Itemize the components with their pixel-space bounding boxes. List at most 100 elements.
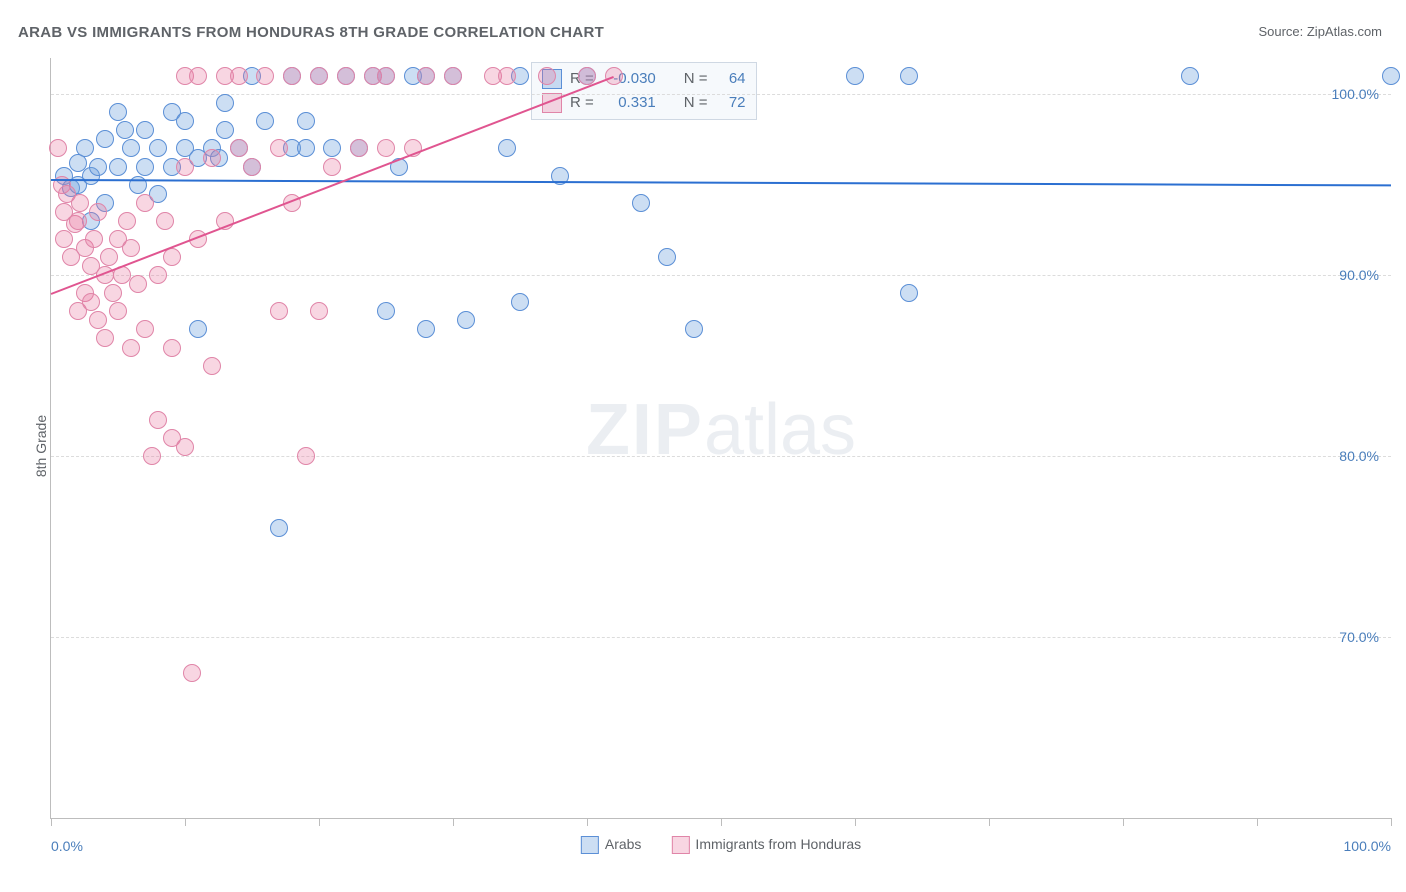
- gridline: [51, 275, 1391, 276]
- stats-row: R =-0.030N =64: [542, 67, 746, 91]
- data-point: [846, 67, 864, 85]
- chart-title: ARAB VS IMMIGRANTS FROM HONDURAS 8TH GRA…: [18, 24, 604, 41]
- x-tick: [1391, 818, 1392, 826]
- data-point: [323, 139, 341, 157]
- data-point: [118, 212, 136, 230]
- trend-line: [51, 179, 1391, 186]
- data-point: [216, 94, 234, 112]
- data-point: [310, 302, 328, 320]
- data-point: [100, 248, 118, 266]
- x-tick: [855, 818, 856, 826]
- data-point: [297, 112, 315, 130]
- data-point: [297, 447, 315, 465]
- y-tick-label: 100.0%: [1332, 86, 1379, 102]
- data-point: [189, 320, 207, 338]
- data-point: [85, 230, 103, 248]
- data-point: [377, 67, 395, 85]
- data-point: [377, 302, 395, 320]
- watermark-bold: ZIP: [586, 390, 704, 470]
- data-point: [183, 664, 201, 682]
- data-point: [417, 320, 435, 338]
- legend-swatch: [581, 836, 599, 854]
- data-point: [498, 67, 516, 85]
- data-point: [417, 67, 435, 85]
- data-point: [129, 275, 147, 293]
- data-point: [350, 139, 368, 157]
- data-point: [230, 67, 248, 85]
- data-point: [136, 121, 154, 139]
- data-point: [323, 158, 341, 176]
- data-point: [176, 438, 194, 456]
- y-tick-label: 70.0%: [1339, 629, 1379, 645]
- data-point: [122, 239, 140, 257]
- data-point: [136, 320, 154, 338]
- watermark-light: atlas: [704, 390, 856, 470]
- gridline: [51, 637, 1391, 638]
- data-point: [136, 158, 154, 176]
- data-point: [203, 149, 221, 167]
- data-point: [1181, 67, 1199, 85]
- legend-label: Immigrants from Honduras: [695, 836, 861, 852]
- plot-area: ZIPatlas R =-0.030N =64R =0.331N =72 Ara…: [50, 58, 1391, 819]
- y-tick-label: 80.0%: [1339, 448, 1379, 464]
- data-point: [1382, 67, 1400, 85]
- data-point: [310, 67, 328, 85]
- data-point: [143, 447, 161, 465]
- data-point: [122, 339, 140, 357]
- stats-n-value: 64: [716, 67, 746, 91]
- data-point: [49, 139, 67, 157]
- data-point: [156, 212, 174, 230]
- data-point: [216, 121, 234, 139]
- gridline: [51, 94, 1391, 95]
- data-point: [900, 67, 918, 85]
- x-tick: [587, 818, 588, 826]
- data-point: [203, 357, 221, 375]
- data-point: [82, 293, 100, 311]
- data-point: [685, 320, 703, 338]
- data-point: [89, 311, 107, 329]
- y-axis-label: 8th Grade: [33, 415, 49, 477]
- data-point: [176, 158, 194, 176]
- data-point: [337, 67, 355, 85]
- data-point: [163, 339, 181, 357]
- data-point: [256, 67, 274, 85]
- source-label: Source: ZipAtlas.com: [1258, 24, 1382, 39]
- data-point: [270, 302, 288, 320]
- data-point: [230, 139, 248, 157]
- data-point: [122, 139, 140, 157]
- x-tick: [1123, 818, 1124, 826]
- data-point: [69, 212, 87, 230]
- x-tick: [185, 818, 186, 826]
- legend-item: Immigrants from Honduras: [671, 836, 861, 854]
- stats-box: R =-0.030N =64R =0.331N =72: [531, 62, 757, 120]
- data-point: [243, 158, 261, 176]
- data-point: [116, 121, 134, 139]
- data-point: [256, 112, 274, 130]
- data-point: [457, 311, 475, 329]
- x-tick: [1257, 818, 1258, 826]
- data-point: [96, 130, 114, 148]
- data-point: [377, 139, 395, 157]
- data-point: [270, 139, 288, 157]
- data-point: [444, 67, 462, 85]
- data-point: [109, 103, 127, 121]
- legend-item: Arabs: [581, 836, 642, 854]
- watermark: ZIPatlas: [586, 389, 856, 471]
- data-point: [149, 411, 167, 429]
- chart-container: ARAB VS IMMIGRANTS FROM HONDURAS 8TH GRA…: [0, 0, 1406, 892]
- stats-n-label: N =: [684, 67, 708, 91]
- data-point: [189, 67, 207, 85]
- data-point: [511, 293, 529, 311]
- x-tick: [319, 818, 320, 826]
- data-point: [632, 194, 650, 212]
- legend-label: Arabs: [605, 836, 642, 852]
- data-point: [270, 519, 288, 537]
- x-axis-min-label: 0.0%: [51, 838, 83, 854]
- data-point: [104, 284, 122, 302]
- x-tick: [989, 818, 990, 826]
- data-point: [109, 158, 127, 176]
- data-point: [149, 266, 167, 284]
- data-point: [900, 284, 918, 302]
- data-point: [136, 194, 154, 212]
- data-point: [498, 139, 516, 157]
